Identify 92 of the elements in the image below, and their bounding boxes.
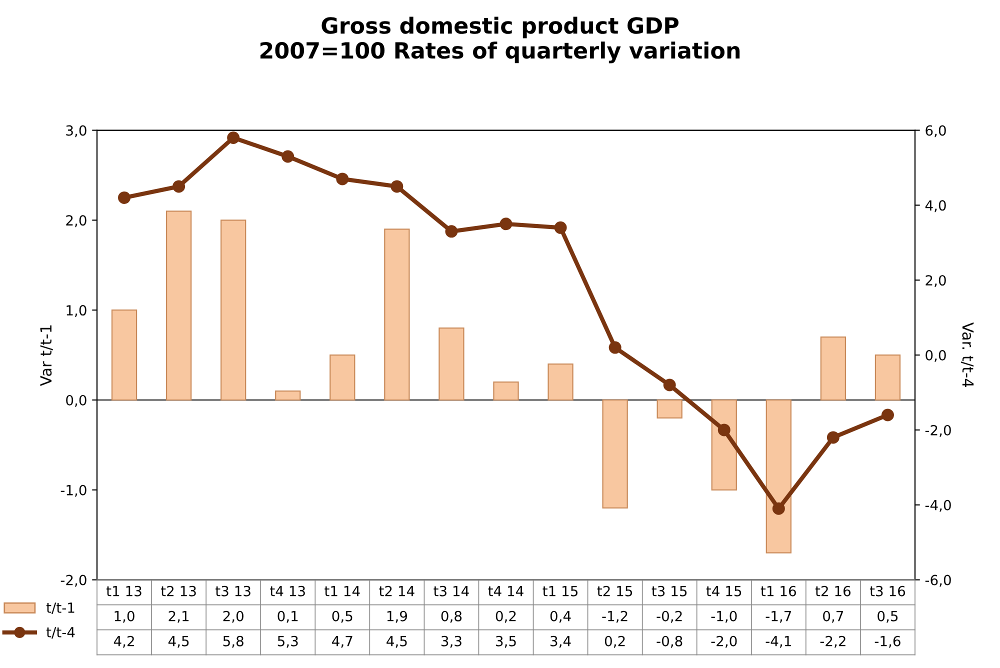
y-tick-label: -2,0 (60, 574, 86, 587)
x-tick-label: t1 13 (106, 586, 142, 596)
data-label: 3,4 (550, 636, 571, 648)
x-tick-label: t2 14 (379, 586, 414, 596)
data-label: 0,1 (278, 610, 298, 623)
data-label: 0,2 (496, 610, 516, 623)
data-label: 0,4 (550, 610, 571, 623)
data-label: -2,0 (711, 636, 737, 648)
point (718, 424, 730, 436)
data-label: -0,2 (656, 610, 682, 623)
data-label: -1,6 (874, 636, 900, 648)
point (826, 431, 840, 444)
data-label: 4,2 (114, 636, 134, 648)
point (445, 225, 458, 238)
data-label: -1,7 (766, 611, 792, 623)
y-tick-label: 0,0 (66, 394, 86, 407)
y-tick-label: 1,0 (66, 305, 86, 317)
data-label: 3,3 (441, 636, 462, 648)
data-label: 0,5 (332, 610, 352, 623)
bar (330, 354, 356, 401)
data-label: 0,2 (604, 636, 625, 648)
point (390, 180, 404, 193)
y2-tick-label: 4,0 (925, 200, 946, 212)
legend-label: t/t-4 (46, 627, 75, 639)
y2-tick-label: -4,0 (925, 500, 951, 512)
x-tick-label: t3 13 (216, 586, 250, 596)
y-tick-label: -1,0 (60, 484, 86, 497)
bar (548, 363, 574, 401)
data-label: -1,0 (711, 610, 737, 623)
point (336, 172, 349, 186)
x-tick-label: t1 16 (760, 586, 796, 596)
point (772, 502, 785, 515)
point (282, 150, 294, 163)
point (118, 191, 131, 204)
y2-tick-label: 0,0 (926, 350, 946, 362)
point (554, 221, 567, 234)
point (172, 180, 186, 193)
bar (275, 390, 301, 401)
legend-label: t/t-1 (46, 602, 74, 614)
point (500, 218, 512, 230)
data-label: -1,2 (602, 610, 628, 623)
x-tick-label: t4 15 (706, 586, 742, 596)
x-tick-label: t3 15 (652, 586, 687, 596)
bar (438, 328, 464, 401)
data-label: 4,5 (386, 636, 407, 648)
point (663, 378, 676, 392)
y2-tick-label: -2,0 (925, 424, 951, 437)
x-tick-label: t2 16 (815, 586, 851, 596)
x-tick-label: t1 14 (324, 586, 360, 596)
data-label: 2,0 (223, 610, 244, 623)
bar (493, 381, 519, 401)
y-tick-label: 2,0 (66, 215, 86, 228)
bar (656, 399, 682, 419)
point (227, 132, 240, 144)
x-tick-label: t3 14 (434, 586, 469, 596)
data-label: 2,1 (168, 610, 189, 623)
x-tick-label: t4 14 (488, 586, 524, 596)
x-tick-label: t4 13 (270, 586, 305, 596)
data-label: 1,9 (387, 610, 407, 623)
data-label: -2,2 (820, 636, 846, 648)
y2-axis-title: Var. t/t-4 (961, 322, 974, 387)
data-label: 3,5 (496, 636, 516, 648)
x-tick-label: t1 15 (542, 586, 578, 596)
bar (602, 399, 628, 508)
bar (111, 310, 138, 401)
y2-tick-label: 2,0 (926, 275, 946, 288)
data-label: 4,5 (168, 636, 189, 648)
x-tick-label: t2 15 (597, 586, 632, 596)
y2-tick-label: -6,0 (925, 574, 951, 587)
data-label: 1,0 (114, 610, 134, 623)
data-label: 4,7 (332, 636, 352, 648)
data-label: 5,3 (278, 636, 298, 648)
bar (166, 210, 192, 401)
x-tick-label: t2 13 (160, 586, 196, 596)
bar (874, 354, 901, 401)
data-label: 0,5 (878, 610, 898, 623)
data-label: -0,8 (656, 636, 682, 648)
y2-tick-label: 6,0 (926, 125, 946, 138)
bar (384, 228, 410, 401)
data-label: 0,8 (441, 610, 462, 623)
x-tick-label: t3 16 (870, 586, 906, 596)
bar (820, 336, 846, 401)
bar (766, 399, 792, 554)
y-axis-title: Var t/t-1 (40, 325, 53, 386)
chart-title: Gross domestic product GDP 2007=100 Rates of quarterly variation (260, 16, 740, 64)
point (881, 408, 894, 422)
point (608, 341, 622, 354)
data-label: 0,7 (823, 610, 844, 623)
bar (220, 220, 246, 401)
data-label: 5,8 (223, 636, 244, 648)
data-label: -4,1 (766, 636, 791, 648)
y-tick-label: 3,0 (66, 125, 86, 138)
